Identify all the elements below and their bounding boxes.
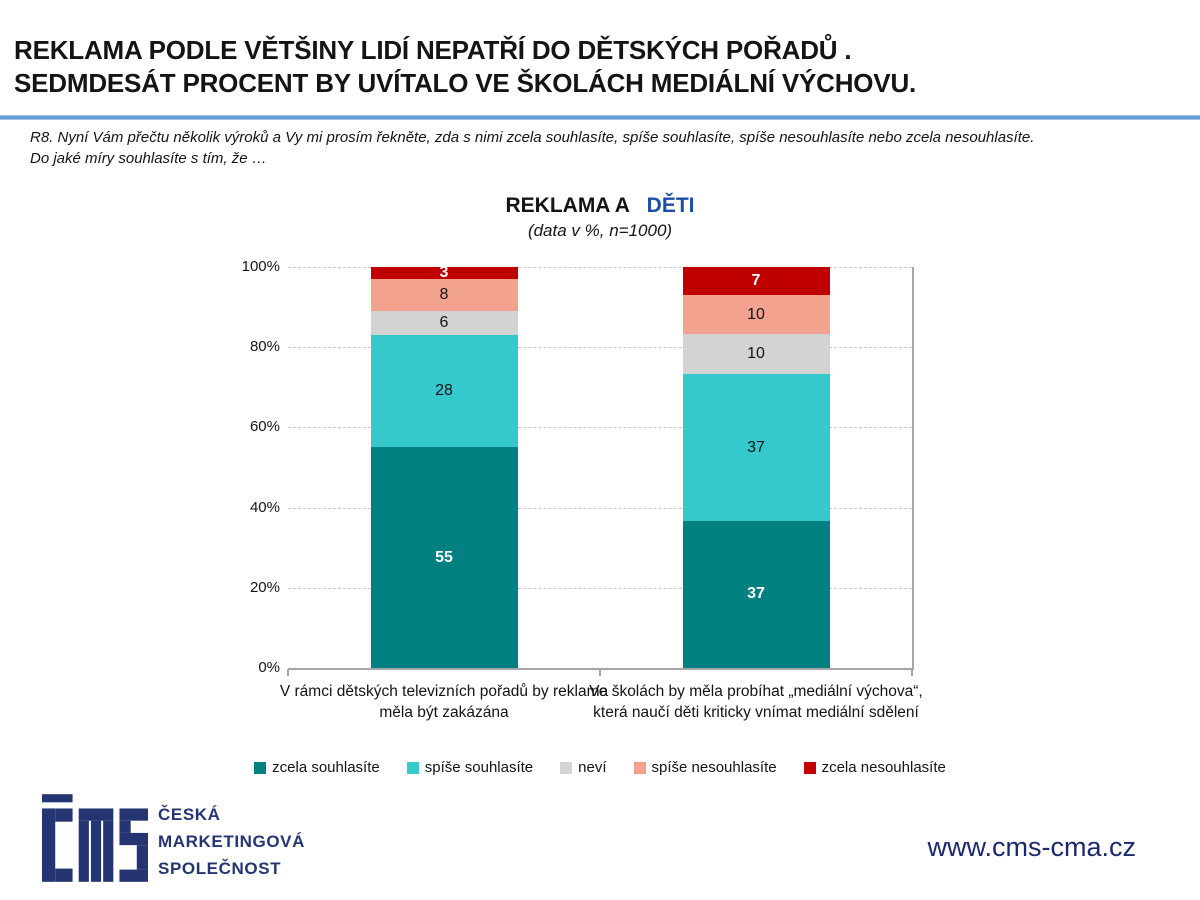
cms-logo-icon (42, 794, 148, 882)
bar-segment: 3 (370, 264, 518, 282)
legend-swatch (406, 761, 419, 774)
legend-item: zcela souhlasíte (254, 759, 380, 776)
x-tick-mark (287, 669, 289, 676)
logo-text: ČESKÁ MARKETINGOVÁ SPOLEČNOST (158, 801, 305, 882)
bar-segment-label: 55 (435, 548, 453, 566)
category-label: V rámci dětských televizních pořadů by r… (279, 683, 609, 721)
bar-segment-label: 37 (747, 438, 765, 456)
y-tick-label: 60% (249, 418, 280, 436)
y-tick-label: 40% (249, 498, 280, 516)
bar-segment-label: 37 (747, 585, 765, 603)
bar-segment-label: 7 (751, 271, 761, 289)
y-tick-label: 80% (249, 338, 280, 356)
chart-title-accent: DĚTI (646, 194, 695, 217)
legend-swatch (560, 761, 573, 774)
website-url: www.cms-cma.cz (927, 832, 1137, 862)
legend-label: spíše souhlasíte (424, 759, 534, 776)
bar-segment: 55 (370, 447, 518, 668)
legend-label: zcela nesouhlasíte (821, 759, 946, 776)
legend-item: zcela nesouhlasíte (803, 759, 946, 776)
chart-title: REKLAMA A DĚTI (0, 194, 1200, 218)
legend-swatch (633, 761, 646, 774)
page-title-line2: SEDMDESÁT PROCENT BY UVÍTALO VE ŠKOLÁCH … (14, 68, 917, 98)
survey-question: R8. Nyní Vám přečtu několik výroků a Vy … (30, 127, 1180, 169)
page-title: REKLAMA PODLE VĚTŠINY LIDÍ NEPATŘÍ DO DĚ… (14, 34, 916, 100)
page-title-line1: REKLAMA PODLE VĚTŠINY LIDÍ NEPATŘÍ DO DĚ… (14, 35, 852, 65)
chart-legend: zcela souhlasíte spíše souhlasíte neví spíš… (0, 759, 1200, 776)
y-tick-label: 0% (258, 659, 280, 676)
y-tick-label: 20% (249, 578, 280, 596)
gridline (288, 347, 912, 349)
legend-swatch (803, 761, 816, 774)
stacked-bar: 7 10 10 37 37 (682, 267, 830, 668)
legend-item: neví (560, 759, 607, 776)
survey-question-line2: Do jaké míry souhlasíte s tím, že … (30, 150, 267, 167)
chart-subtitle: (data v %, n=1000) (527, 221, 673, 240)
stacked-bar: 3 8 6 28 55 (370, 264, 518, 668)
y-tick-label: 100% (241, 258, 280, 275)
x-tick-mark (599, 669, 601, 676)
bar-segment: 8 (370, 279, 518, 312)
bar-segment-label: 6 (439, 314, 449, 332)
legend-item: spíše souhlasíte (406, 759, 534, 776)
gridline (288, 507, 912, 509)
chart-title-main: REKLAMA A (505, 194, 630, 217)
bar-segment-label: 3 (439, 264, 449, 282)
legend-label: neví (578, 759, 607, 776)
bar-segment-label: 10 (747, 305, 765, 323)
survey-question-line1: R8. Nyní Vám přečtu několik výroků a Vy … (30, 129, 1035, 146)
legend-label: zcela souhlasíte (272, 759, 380, 776)
bar-segment: 37 (682, 521, 830, 668)
bar-segment-label: 28 (435, 382, 453, 400)
bar-segment: 6 (370, 311, 518, 336)
bar-segment-label: 8 (439, 286, 449, 304)
category-labels: V rámci dětských televizních pořadů by r… (280, 681, 923, 751)
bar-segment-label: 10 (747, 345, 765, 363)
bar-segment: 7 (682, 267, 830, 295)
category-label: Ve školách by měla probíhat „mediální vý… (589, 683, 923, 721)
legend-label: spíše nesouhlasíte (651, 759, 777, 776)
bar-segment: 37 (682, 374, 830, 522)
gridline (288, 267, 912, 268)
divider-line (0, 115, 1200, 120)
bar-segment: 10 (682, 294, 830, 335)
gridline (288, 427, 912, 429)
legend-swatch (254, 761, 267, 774)
legend-item: spíše nesouhlasíte (633, 759, 777, 776)
plot-area: 0% 20% 40% 60% 80% 100% 3 8 6 28 55 7 10 10 37 37 (242, 258, 914, 676)
logo-text-line1: ČESKÁ (158, 805, 221, 824)
bar-segment: 28 (370, 335, 518, 448)
logo-text-line3: SPOLEČNOST (158, 859, 282, 878)
bar-segment: 10 (682, 334, 830, 375)
logo-text-line2: MARKETINGOVÁ (158, 832, 305, 851)
x-tick-mark (911, 669, 913, 676)
gridline (288, 587, 912, 589)
